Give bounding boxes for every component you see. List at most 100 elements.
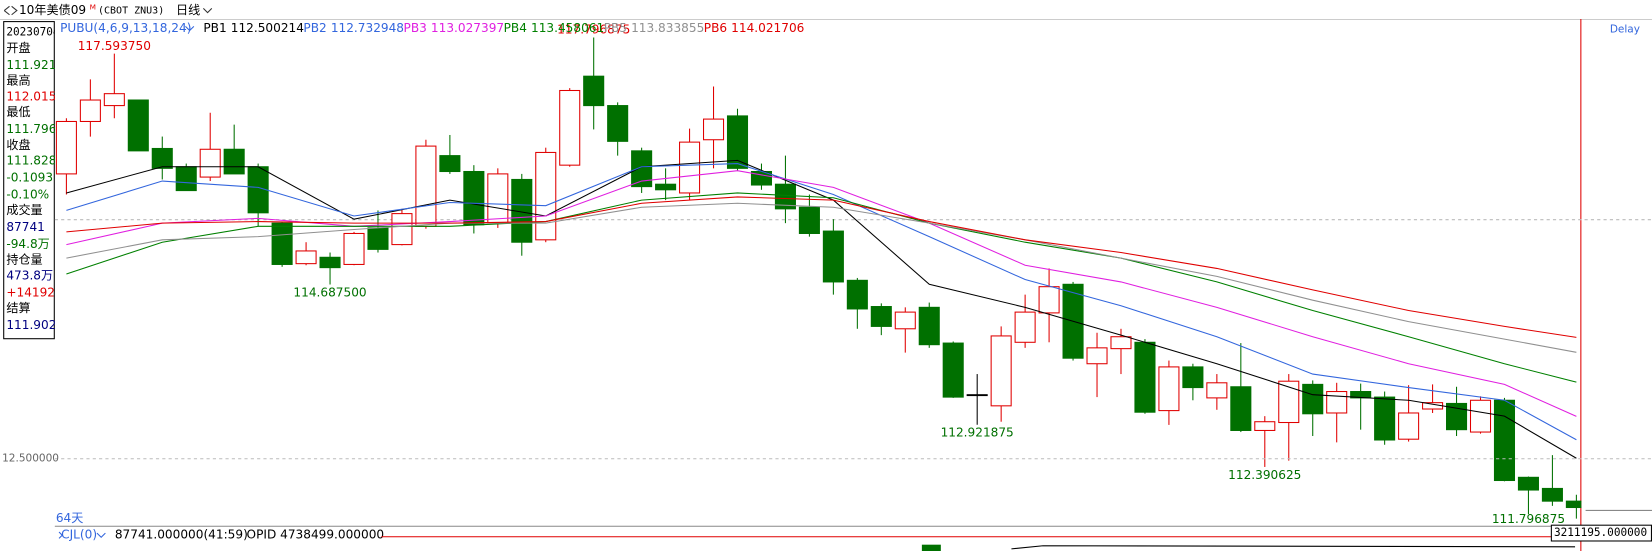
candle-body <box>463 170 485 226</box>
candle-body <box>343 232 365 265</box>
candle-body <box>1134 341 1156 413</box>
sub-oi-line <box>1011 545 1576 550</box>
info-value: -94.8万 <box>6 237 49 251</box>
sub-chevron[interactable] <box>96 532 106 539</box>
sub-axis-label: 3211195.000000 <box>1554 526 1647 539</box>
candle-body <box>679 141 701 194</box>
indicator-name[interactable]: PUBU(4,6,9,13,18,24) <box>60 21 191 35</box>
candle-body <box>79 99 101 122</box>
legend-name: PB3 <box>404 21 427 35</box>
info-label: 结算 <box>6 300 30 315</box>
high-annotation: 117.593750 <box>78 39 151 53</box>
period-selector[interactable]: 日线 <box>176 3 200 17</box>
legend-value: 113.458061 <box>531 21 604 35</box>
candle-body <box>583 75 605 107</box>
candle-body <box>990 335 1012 407</box>
candle-body <box>1230 386 1252 431</box>
legend-value: 114.021706 <box>731 21 804 35</box>
exchange: (CBOT ZNU3) <box>98 6 164 17</box>
candle-body <box>1446 402 1468 431</box>
period-chevron[interactable] <box>202 8 213 14</box>
candle-body <box>870 306 892 327</box>
info-value: 111.902 <box>6 318 56 332</box>
candle-body <box>1374 396 1396 441</box>
indicator-chevron[interactable] <box>185 25 195 32</box>
candle-body <box>559 89 581 166</box>
candle-body <box>487 173 509 224</box>
candle-body <box>607 105 629 142</box>
sub-axis-box <box>1550 524 1652 542</box>
candle-body <box>1158 366 1180 412</box>
sub-indicator[interactable]: CJL(0) <box>61 528 97 542</box>
candle-body <box>295 250 317 265</box>
moving-average-line <box>66 170 1577 417</box>
candle-body <box>774 183 796 210</box>
candle-body <box>966 394 988 397</box>
low-annotation: 111.796875 <box>1492 512 1565 526</box>
candle-body <box>415 145 437 227</box>
candle-body <box>319 256 341 269</box>
candle-body <box>1469 399 1492 433</box>
candle-body <box>127 99 149 152</box>
candle-body <box>175 166 197 192</box>
candle-body <box>822 230 844 283</box>
candle-body <box>1493 399 1516 482</box>
candle-body <box>894 311 916 330</box>
low-annotation: 112.390625 <box>1228 468 1301 482</box>
moving-average-line <box>66 163 1577 441</box>
candle-body <box>1206 382 1228 399</box>
moving-average-line <box>66 192 1577 383</box>
plot-area: 117.593750 117.796875 114.687500 112.921875… <box>55 23 1582 526</box>
legend-name: PB4 <box>504 21 528 35</box>
candle-body <box>367 227 389 250</box>
candle-body <box>439 155 461 173</box>
info-value: 87741 <box>6 220 45 234</box>
candle-body <box>1517 476 1539 491</box>
candle-body <box>631 150 653 188</box>
legend-value: 112.732948 <box>331 21 404 35</box>
candle-body <box>223 148 245 175</box>
moving-average-line <box>66 202 1577 353</box>
candle-body <box>1086 347 1108 365</box>
candle-body <box>199 148 221 178</box>
sub-expand-icon[interactable] <box>58 531 63 539</box>
candle-body <box>942 342 964 398</box>
info-value: -0.10% <box>6 187 49 201</box>
info-label: 持仓量 <box>6 252 42 267</box>
candle-body <box>1014 311 1036 343</box>
sub-open-interest: OPID 4738499.000000 <box>247 528 385 542</box>
candle-body <box>1541 487 1563 502</box>
legend-name: PB6 <box>704 21 727 35</box>
candle-body <box>1398 412 1420 440</box>
symbol[interactable]: 10年美债09 <box>19 3 86 17</box>
info-value: +14192 <box>6 285 55 299</box>
candle-body <box>1565 500 1582 509</box>
candle-body <box>391 213 413 246</box>
candle-body <box>1302 383 1324 415</box>
sub-volume: 87741.000000(41:59) <box>115 528 248 542</box>
low-annotation: 114.687500 <box>293 285 366 299</box>
legend-name: PB1 <box>203 21 226 35</box>
candle-body <box>55 120 77 175</box>
switch-icon[interactable] <box>3 5 18 16</box>
sub-volume-bar <box>921 544 941 551</box>
info-value: 112.015 <box>6 89 56 103</box>
legend-name: PB5 <box>604 21 627 35</box>
candle-body <box>1278 380 1300 424</box>
info-label: 成交量 <box>6 202 42 217</box>
info-value: 473.8万 <box>6 269 53 283</box>
info-value: -0.10937 <box>6 171 60 185</box>
candle-body <box>1326 391 1348 414</box>
moving-average-line <box>66 196 1577 338</box>
y-tick-label: 12.500000 <box>2 452 59 464</box>
candle-body <box>726 115 749 169</box>
info-label: 开盘 <box>6 40 30 55</box>
info-value: 111.796 <box>6 122 56 136</box>
candle-body <box>103 93 125 107</box>
period-count: 64天 <box>56 511 84 525</box>
legend-name: PB2 <box>303 21 326 35</box>
info-value: 111.828 <box>6 154 56 168</box>
candle-body <box>1038 286 1060 314</box>
symbol-flag: M <box>90 2 96 11</box>
